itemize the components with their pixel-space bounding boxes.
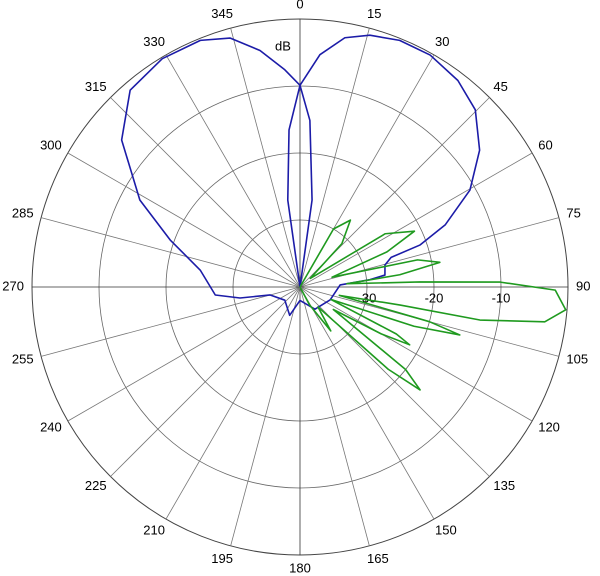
pattern-line xyxy=(120,34,481,317)
theta-tick-label: 345 xyxy=(211,6,233,21)
theta-tick-label: 90 xyxy=(576,278,590,293)
r-tick-label: -20 xyxy=(425,290,444,305)
pattern-line xyxy=(299,219,567,391)
theta-tick-label: 45 xyxy=(493,79,507,94)
spoke xyxy=(299,286,533,422)
theta-tick-label: 270 xyxy=(2,278,24,293)
spoke xyxy=(299,28,370,288)
theta-tick-label: 330 xyxy=(143,34,165,49)
theta-tick-label: 225 xyxy=(85,478,107,493)
theta-tick-label: 300 xyxy=(40,137,62,152)
radial-axis-label: dB xyxy=(275,38,291,53)
theta-tick-label: 30 xyxy=(435,34,449,49)
r-tick-label: -10 xyxy=(492,290,511,305)
spoke xyxy=(299,152,533,288)
theta-tick-label: 150 xyxy=(435,523,457,538)
spoke xyxy=(230,286,301,546)
theta-tick-label: 105 xyxy=(566,351,588,366)
spoke xyxy=(299,286,435,520)
theta-tick-label: 0 xyxy=(296,0,303,11)
theta-tick-label: 195 xyxy=(211,551,233,566)
theta-tick-label: 135 xyxy=(493,478,515,493)
spoke xyxy=(165,54,301,288)
theta-tick-label: 210 xyxy=(143,523,165,538)
spoke xyxy=(67,286,301,422)
spoke xyxy=(110,97,301,288)
theta-tick-label: 180 xyxy=(289,560,311,575)
theta-tick-label: 285 xyxy=(12,205,34,220)
theta-tick-label: 60 xyxy=(538,137,552,152)
spoke xyxy=(67,152,301,288)
spoke xyxy=(41,286,301,357)
spoke xyxy=(230,28,301,288)
spoke xyxy=(110,286,301,477)
spoke xyxy=(299,286,370,546)
theta-tick-label: 75 xyxy=(566,205,580,220)
spoke xyxy=(165,286,301,520)
spoke xyxy=(41,217,301,288)
theta-tick-label: 255 xyxy=(12,351,34,366)
theta-tick-label: 240 xyxy=(40,419,62,434)
theta-tick-label: 120 xyxy=(538,419,560,434)
theta-tick-label: 315 xyxy=(85,79,107,94)
theta-tick-label: 165 xyxy=(367,551,389,566)
theta-tick-label: 15 xyxy=(367,6,381,21)
plot-layer: -30 -20 -100153045607590105120135150165180… xyxy=(2,0,590,575)
